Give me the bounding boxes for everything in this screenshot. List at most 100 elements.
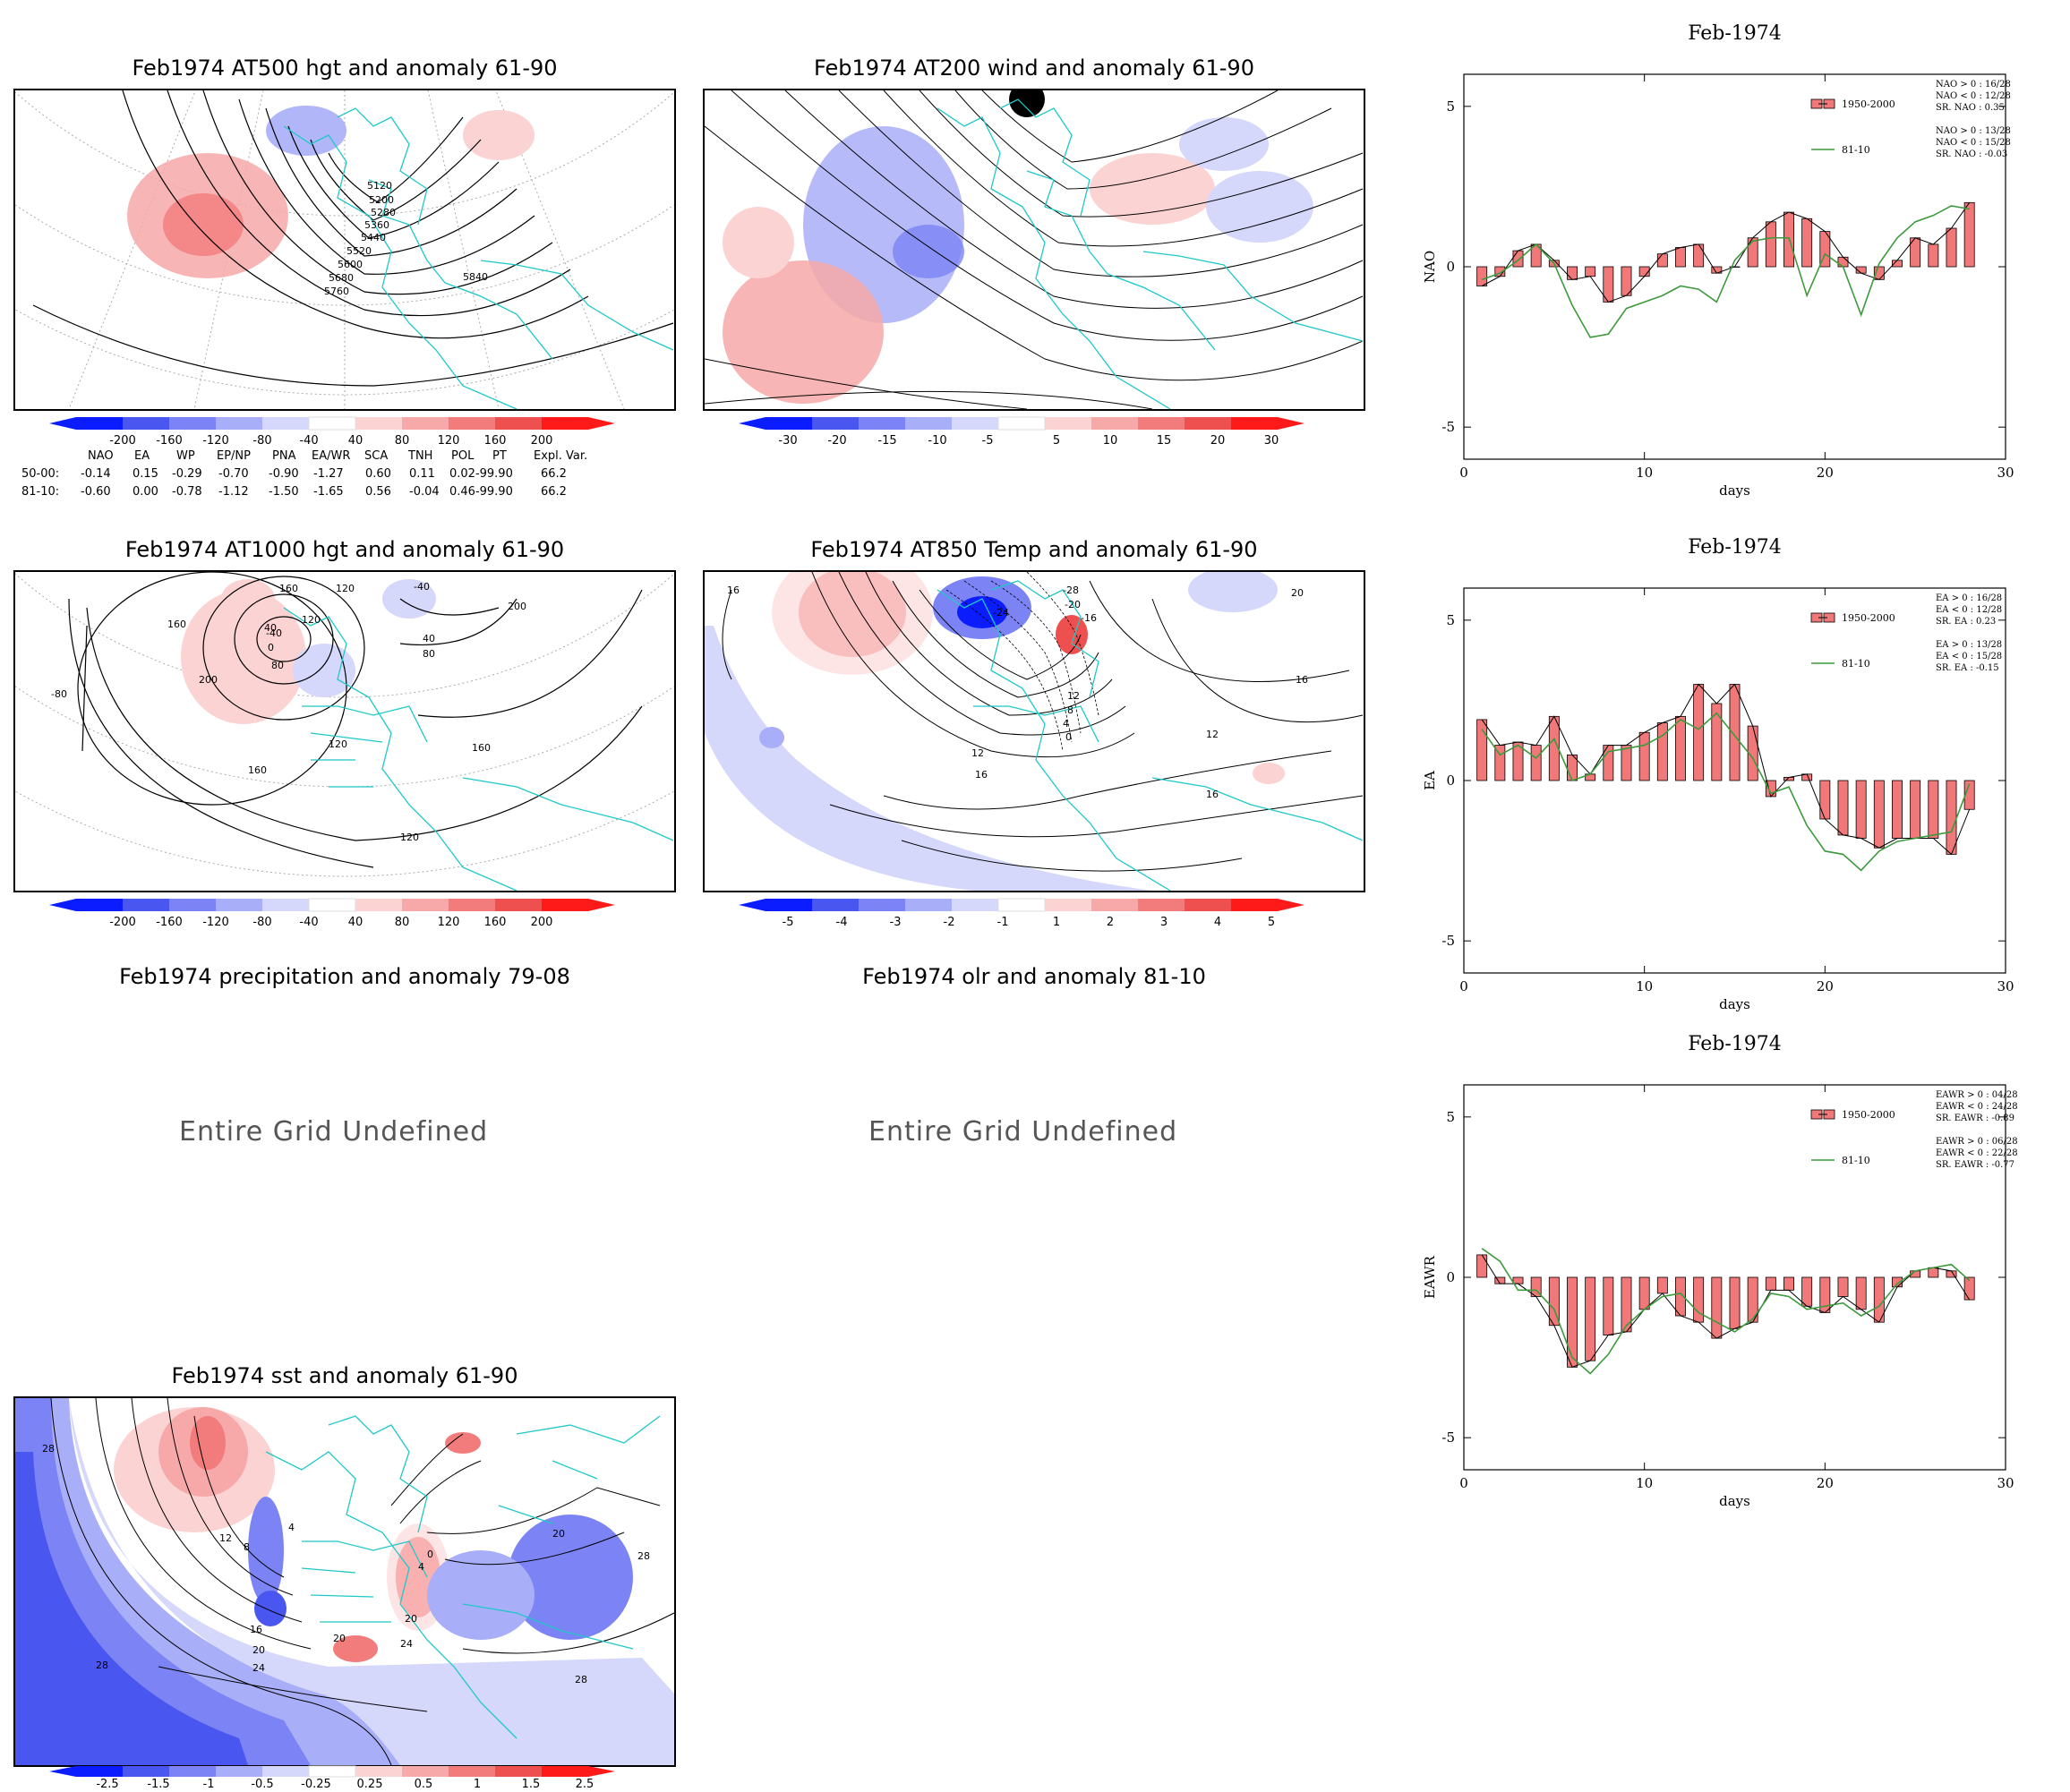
map-title-precip: Feb1974 precipitation and anomaly 79-08	[119, 964, 570, 989]
table-cell: -0.04	[409, 485, 440, 499]
bar	[1638, 731, 1650, 781]
bar	[1928, 1267, 1939, 1278]
bar	[1910, 780, 1921, 839]
bar	[1729, 1276, 1741, 1329]
y-axis-label: EAWR	[1422, 1255, 1438, 1299]
y-axis-label: EA	[1422, 771, 1438, 790]
nao-index-chart: Feb-1974 -5 0 5 0 10 20 30 days NAO 1950-2000 81-10…	[1415, 16, 2041, 504]
map-at850: 16 -24 -28 -20 -16 12 8 4 0 12 16 16 12 …	[703, 570, 1365, 892]
table-cell: -0.78	[172, 485, 202, 499]
bar	[1585, 266, 1596, 277]
contour-label: 20	[405, 1613, 417, 1625]
contour-label: 160	[472, 742, 491, 754]
contour-label: 28	[637, 1550, 650, 1562]
bar-series-line	[1481, 202, 1971, 303]
legend-stat: NAO > 0 : 16/28	[1936, 80, 2011, 90]
bar	[1747, 237, 1758, 268]
contour-label: 0	[1065, 731, 1072, 743]
bar	[1892, 780, 1903, 839]
x-tick-label: 0	[1459, 978, 1468, 994]
contour-label: 120	[336, 583, 355, 594]
contour-label: 160	[167, 619, 186, 630]
table-header: NAO	[88, 449, 114, 463]
contour-label: -16	[1081, 612, 1097, 624]
nao-chart-svg: Feb-1974 -5 0 5 0 10 20 30 days NAO 1950-2000 81-10…	[1422, 22, 2014, 499]
x-tick-label: 30	[1997, 465, 2014, 481]
table-header: Expl. Var.	[534, 449, 588, 463]
colorbar-tick: 40	[348, 916, 364, 929]
contour-label: -40	[266, 627, 282, 639]
bar	[1711, 703, 1723, 781]
contour-label: 5760	[324, 286, 349, 297]
contour-label: 8	[1067, 704, 1073, 716]
contour-label: 12	[219, 1532, 232, 1544]
colorbar-tick: 0.5	[415, 1778, 433, 1788]
colorbar-tick: -5	[982, 434, 994, 448]
table-cell: 0.60	[365, 467, 391, 481]
x-tick-label: 10	[1636, 1475, 1653, 1491]
y-tick-label: 5	[1446, 98, 1455, 115]
map-title-at1000: Feb1974 AT1000 hgt and anomaly 61-90	[124, 537, 565, 562]
table-cell: 0.00	[133, 485, 158, 499]
bar	[1638, 1276, 1650, 1310]
table-cell: -0.70	[218, 467, 249, 481]
contour-label: 4	[288, 1522, 295, 1533]
legend-stat: SR. NAO : -0.03	[1936, 149, 2007, 159]
table-cell: 66.2	[541, 485, 567, 499]
contour-label: 80	[271, 660, 284, 671]
colorbar-tick: 30	[1264, 434, 1279, 448]
colorbar-tick: 5	[1268, 916, 1275, 929]
colorbar-tick: 15	[1157, 434, 1172, 448]
contour-label: 20	[1291, 587, 1304, 599]
legend-label: 81-10	[1842, 144, 1870, 156]
contour-label: 0	[427, 1549, 433, 1560]
bar	[1603, 1276, 1614, 1335]
contour-label: 20	[252, 1644, 265, 1656]
bar	[1801, 1276, 1813, 1307]
legend-label: 1950-2000	[1842, 1109, 1895, 1121]
legend-stat: EA > 0 : 16/28	[1936, 593, 2002, 603]
bar	[1963, 201, 1975, 268]
x-tick-label: 30	[1997, 978, 2014, 994]
contour-label: 120	[400, 832, 419, 843]
bar	[1567, 1276, 1578, 1368]
contour-label: 16	[1296, 674, 1308, 686]
map-at200	[703, 89, 1365, 411]
colorbar-tick: -80	[252, 916, 271, 929]
contour-label: 160	[248, 764, 267, 776]
bar	[1765, 221, 1776, 268]
colorbar-tick: -1	[203, 1778, 215, 1788]
colorbar-hgt1000: -200 -160 -120 -80 -40 40 80 120 160 200	[49, 897, 640, 929]
colorbar-tick: -200	[109, 434, 136, 448]
colorbar-temp850: -5 -4 -3 -2 -1 1 2 3 4 5	[739, 897, 1330, 929]
eawr-chart-svg: Feb-1974 -5 0 5 0 10 20 30 days EAWR 1950-2000 81-1…	[1422, 1033, 2018, 1509]
contour-label: 5520	[346, 245, 372, 257]
colorbar-tick: 80	[395, 434, 410, 448]
chart-title: Feb-1974	[1688, 1033, 1782, 1055]
colorbar-tick: 200	[531, 434, 553, 448]
contour-label: 200	[199, 674, 218, 686]
contour-label: 5120	[367, 180, 392, 192]
colorbar-tick: -10	[928, 434, 946, 448]
x-tick-label: 0	[1459, 1475, 1468, 1491]
contour-label: 5280	[371, 207, 396, 218]
legend-stat: SR. EAWR : -0.89	[1936, 1114, 2014, 1123]
bar	[1693, 243, 1705, 268]
table-row-label: 81-10:	[21, 485, 60, 499]
contour-label: 20	[333, 1633, 346, 1644]
map-at1000: 160 120 -40 -40 0 40 80 200 160 120 120 …	[13, 570, 676, 892]
table-cell: -0.90	[269, 467, 299, 481]
map-title-olr: Feb1974 olr and anomaly 81-10	[862, 964, 1206, 989]
bar	[1837, 780, 1849, 836]
contour-label: 24	[400, 1638, 413, 1650]
contour-label: 12	[1067, 690, 1080, 702]
bar	[1567, 266, 1578, 280]
contour-label: 40	[423, 633, 435, 644]
contour-label: 5680	[329, 272, 354, 284]
legend-stat: NAO > 0 : 13/28	[1936, 126, 2011, 136]
bar	[1476, 719, 1488, 781]
contour-label: 16	[250, 1624, 262, 1635]
table-header: PT	[492, 449, 507, 463]
contour-label: 8	[244, 1541, 250, 1553]
table-header: POL	[451, 449, 475, 463]
